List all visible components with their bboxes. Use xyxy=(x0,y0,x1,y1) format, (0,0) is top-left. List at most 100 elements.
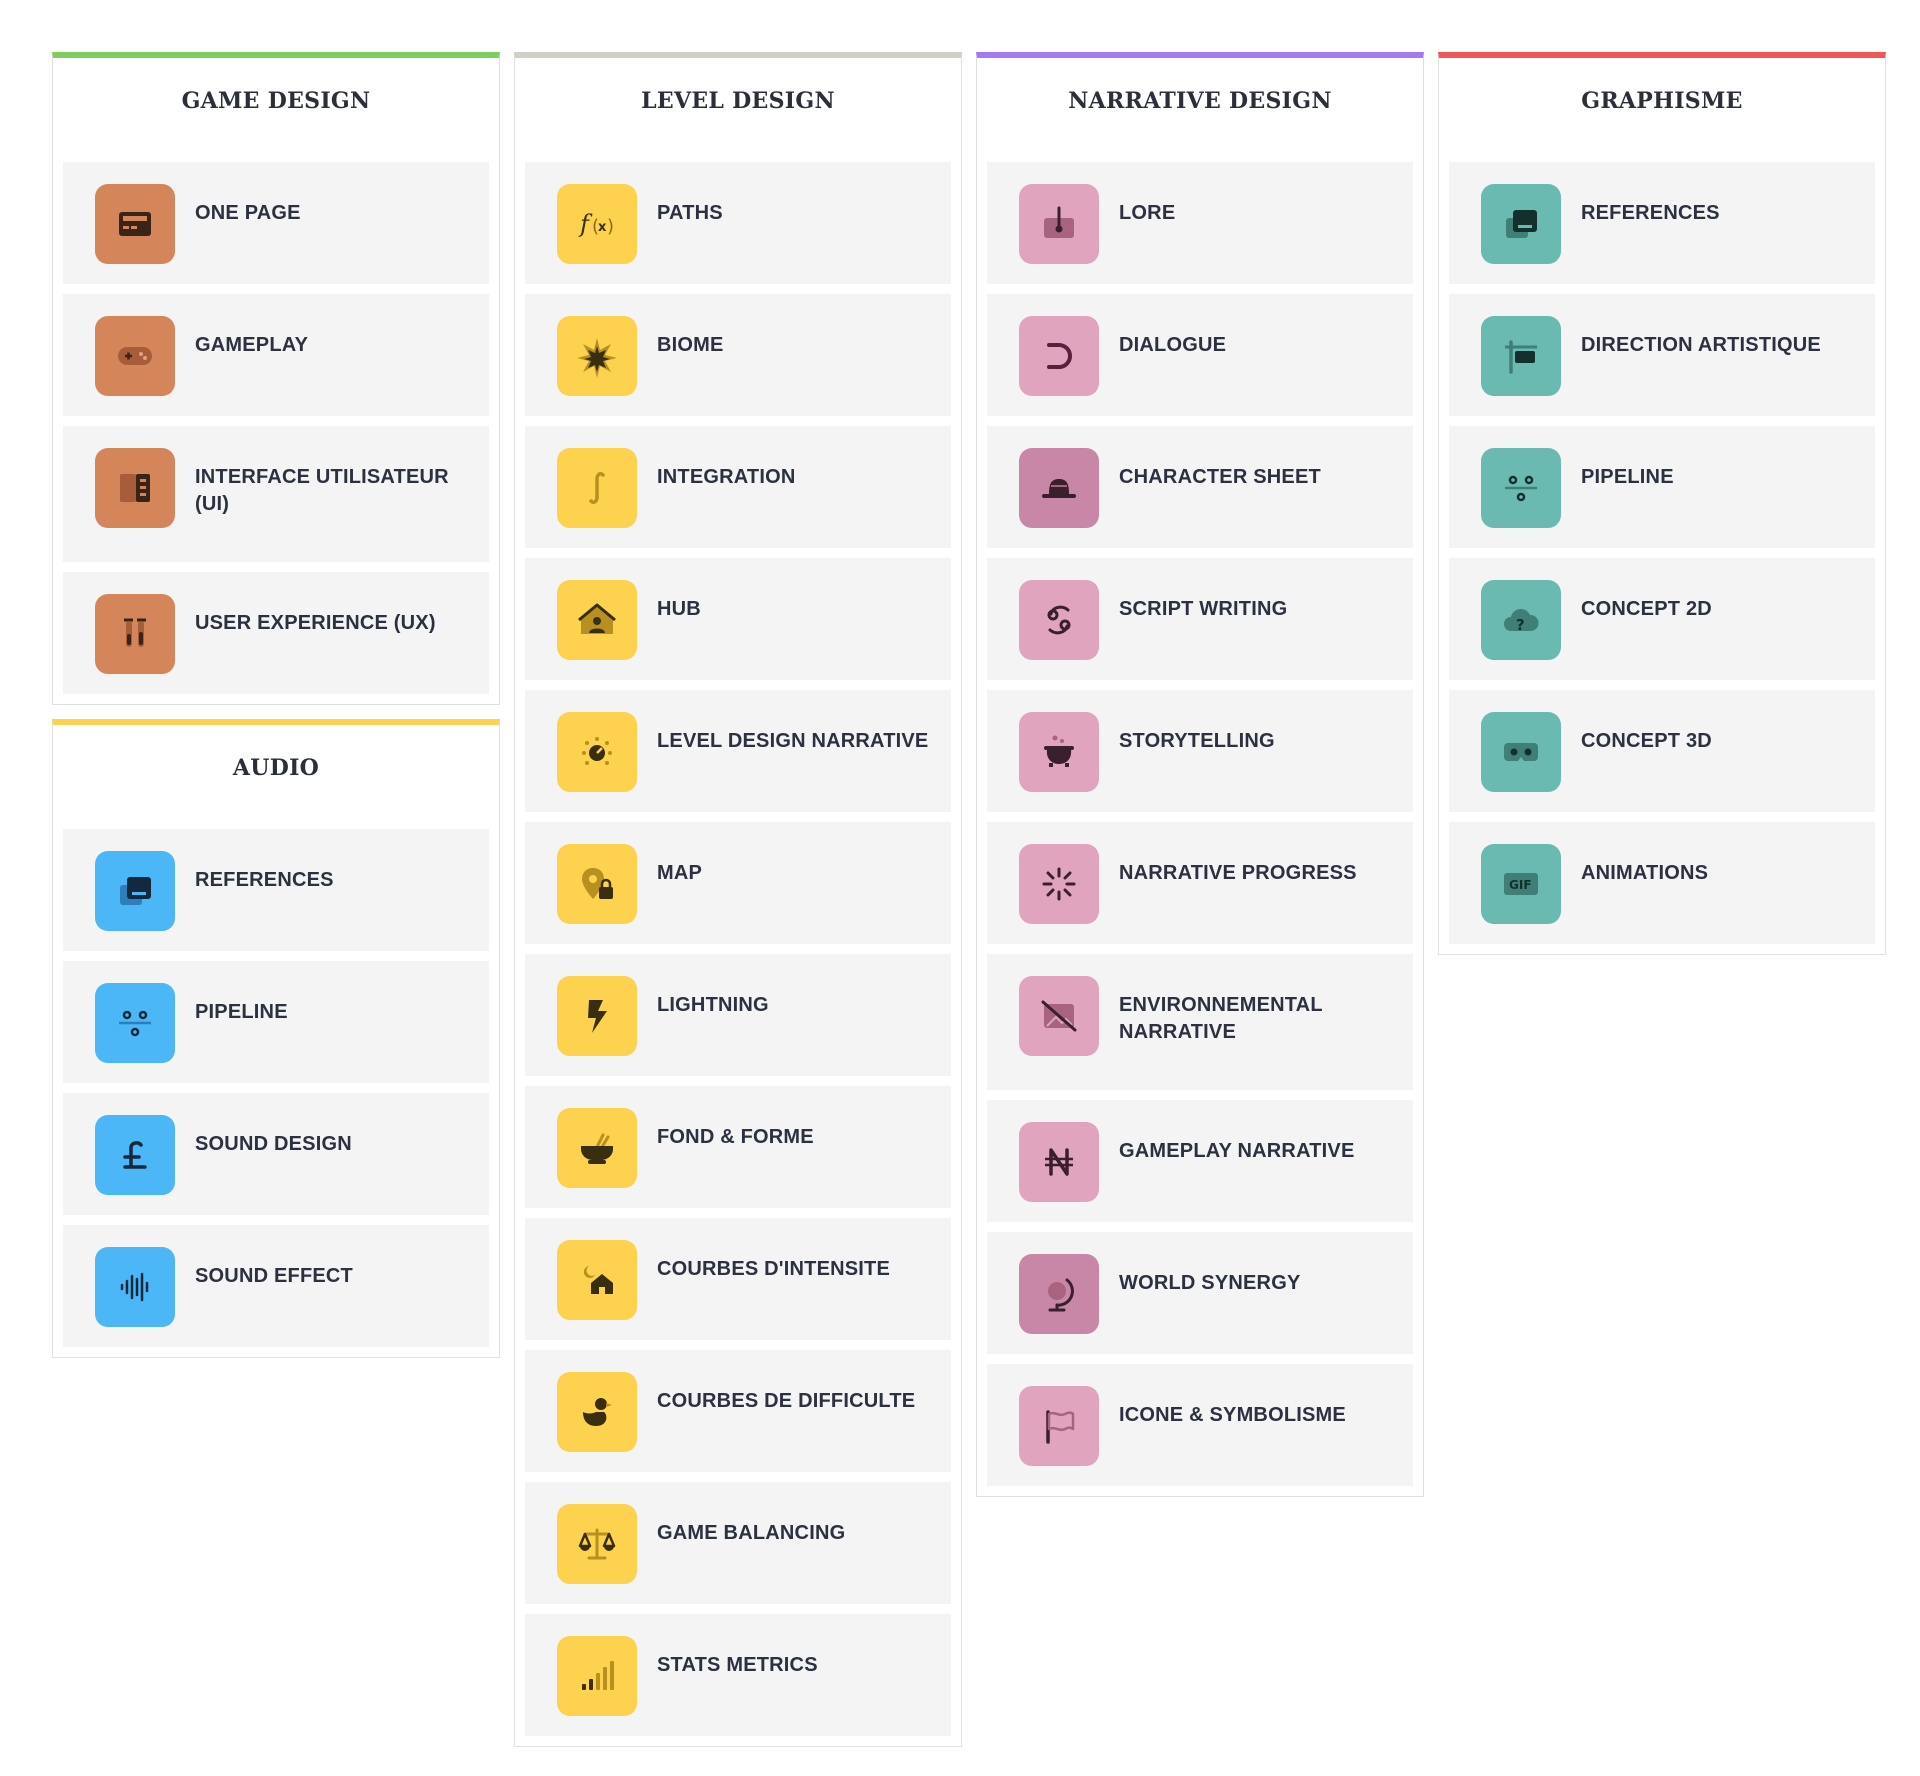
column-2: LEVEL DESIGN f(x) PATHS BIOME INTEGRATIO… xyxy=(514,52,962,1761)
item-label: LEVEL DESIGN NARRATIVE xyxy=(657,730,929,752)
item-label: INTERFACE UTILISATEUR (UI) xyxy=(195,466,449,515)
item-lore[interactable]: LORE xyxy=(987,162,1413,284)
item-level-design-narrative[interactable]: LEVEL DESIGN NARRATIVE xyxy=(525,690,951,812)
pipeline-nodes-icon xyxy=(95,983,175,1063)
item-interface-utilisateur[interactable]: INTERFACE UTILISATEUR (UI) xyxy=(63,426,489,562)
gif-icon: GIF xyxy=(1481,844,1561,924)
item-label: REFERENCES xyxy=(1581,202,1720,224)
pipeline-nodes-icon xyxy=(1481,448,1561,528)
item-hub[interactable]: HUB xyxy=(525,558,951,680)
item-label: PIPELINE xyxy=(195,1001,288,1023)
house-moon-icon xyxy=(557,1240,637,1320)
item-courbes-intensite[interactable]: COURBES D'INTENSITE xyxy=(525,1218,951,1340)
vr-headset-icon xyxy=(1481,712,1561,792)
integral-icon xyxy=(557,448,637,528)
item-one-page[interactable]: ONE PAGE xyxy=(63,162,489,284)
item-label: PIPELINE xyxy=(1581,466,1674,488)
item-concept-2d[interactable]: ? CONCEPT 2D xyxy=(1449,558,1875,680)
item-label: FOND & FORME xyxy=(657,1126,814,1148)
pound-sign-icon xyxy=(95,1115,175,1195)
cauldron-icon xyxy=(1019,712,1099,792)
item-icone-symbolisme[interactable]: ICONE & SYMBOLISME xyxy=(987,1364,1413,1486)
column-3: NARRATIVE DESIGN LORE DIALOGUE CHARACTER… xyxy=(976,52,1424,1511)
burst-icon xyxy=(557,316,637,396)
column-1: GAME DESIGN ONE PAGE GAMEPLAY INTERFACE … xyxy=(52,52,500,1372)
item-lightning[interactable]: LIGHTNING xyxy=(525,954,951,1076)
books-stack-icon xyxy=(1481,184,1561,264)
item-world-synergy[interactable]: WORLD SYNERGY xyxy=(987,1232,1413,1354)
image-off-icon xyxy=(1019,976,1099,1056)
item-label: COURBES DE DIFFICULTE xyxy=(657,1390,916,1412)
card-title: LEVEL DESIGN xyxy=(641,88,835,114)
item-concept-3d[interactable]: CONCEPT 3D xyxy=(1449,690,1875,812)
books-stack-icon xyxy=(95,851,175,931)
svg-text:f: f xyxy=(578,210,593,238)
hat-icon xyxy=(1019,448,1099,528)
item-label: SCRIPT WRITING xyxy=(1119,598,1288,620)
item-label: LORE xyxy=(1119,202,1176,224)
horseshoe-icon xyxy=(1019,316,1099,396)
item-animations[interactable]: GIF ANIMATIONS xyxy=(1449,822,1875,944)
item-label: ICONE & SYMBOLISME xyxy=(1119,1404,1346,1426)
item-label: HUB xyxy=(657,598,701,620)
card-level-design: LEVEL DESIGN f(x) PATHS BIOME INTEGRATIO… xyxy=(514,52,962,1747)
item-label: CONCEPT 3D xyxy=(1581,730,1712,752)
test-tubes-icon xyxy=(95,594,175,674)
item-label: ANIMATIONS xyxy=(1581,862,1709,884)
item-label: GAMEPLAY xyxy=(195,334,309,356)
item-label: REFERENCES xyxy=(195,869,334,891)
item-user-experience[interactable]: USER EXPERIENCE (UX) xyxy=(63,572,489,694)
item-biome[interactable]: BIOME xyxy=(525,294,951,416)
dial-icon xyxy=(557,712,637,792)
card-title: GRAPHISME xyxy=(1581,88,1743,114)
item-integration[interactable]: INTEGRATION xyxy=(525,426,951,548)
item-references[interactable]: REFERENCES xyxy=(63,829,489,951)
card-audio: AUDIO REFERENCES PIPELINE SOUND DESIGN xyxy=(52,719,500,1358)
signal-bars-icon xyxy=(557,1636,637,1716)
item-label: GAMEPLAY NARRATIVE xyxy=(1119,1140,1355,1162)
item-pipeline[interactable]: PIPELINE xyxy=(63,961,489,1083)
map-pin-lock-icon xyxy=(557,844,637,924)
item-game-balancing[interactable]: GAME BALANCING xyxy=(525,1482,951,1604)
item-paths[interactable]: f(x) PATHS xyxy=(525,162,951,284)
item-pipeline[interactable]: PIPELINE xyxy=(1449,426,1875,548)
loader-icon xyxy=(1019,844,1099,924)
item-map[interactable]: MAP xyxy=(525,822,951,944)
item-label: DIRECTION ARTISTIQUE xyxy=(1581,334,1821,356)
item-label: DIALOGUE xyxy=(1119,334,1227,356)
card-graphisme: GRAPHISME REFERENCES DIRECTION ARTISTIQU… xyxy=(1438,52,1886,955)
item-environnemental-narrative[interactable]: ENVIRONNEMENTAL NARRATIVE xyxy=(987,954,1413,1090)
item-dialogue[interactable]: DIALOGUE xyxy=(987,294,1413,416)
item-sound-design[interactable]: SOUND DESIGN xyxy=(63,1093,489,1215)
item-courbes-difficulte[interactable]: COURBES DE DIFFICULTE xyxy=(525,1350,951,1472)
item-label: LIGHTNING xyxy=(657,994,769,1016)
cancer-sign-icon xyxy=(1019,580,1099,660)
item-stats-metrics[interactable]: STATS METRICS xyxy=(525,1614,951,1736)
item-gameplay-narrative[interactable]: GAMEPLAY NARRATIVE xyxy=(987,1100,1413,1222)
item-label: STORYTELLING xyxy=(1119,730,1275,752)
item-storytelling[interactable]: STORYTELLING xyxy=(987,690,1413,812)
item-label: NARRATIVE PROGRESS xyxy=(1119,862,1357,884)
waveform-icon xyxy=(95,1247,175,1327)
item-label: WORLD SYNERGY xyxy=(1119,1272,1301,1294)
item-label: SOUND EFFECT xyxy=(195,1265,353,1287)
item-label: CHARACTER SHEET xyxy=(1119,466,1321,488)
scales-icon xyxy=(557,1504,637,1584)
naira-icon xyxy=(1019,1122,1099,1202)
item-label: COURBES D'INTENSITE xyxy=(657,1258,891,1280)
item-gameplay[interactable]: GAMEPLAY xyxy=(63,294,489,416)
item-fond-forme[interactable]: FOND & FORME xyxy=(525,1086,951,1208)
item-script-writing[interactable]: SCRIPT WRITING xyxy=(987,558,1413,680)
gamepad-icon xyxy=(95,316,175,396)
card-game-design: GAME DESIGN ONE PAGE GAMEPLAY INTERFACE … xyxy=(52,52,500,705)
card-title: AUDIO xyxy=(232,755,320,781)
item-references[interactable]: REFERENCES xyxy=(1449,162,1875,284)
item-direction-artistique[interactable]: DIRECTION ARTISTIQUE xyxy=(1449,294,1875,416)
item-narrative-progress[interactable]: NARRATIVE PROGRESS xyxy=(987,822,1413,944)
lightning-bolt-icon xyxy=(557,976,637,1056)
item-character-sheet[interactable]: CHARACTER SHEET xyxy=(987,426,1413,548)
svg-text:): ) xyxy=(607,216,614,237)
svg-text:GIF: GIF xyxy=(1509,878,1532,892)
item-sound-effect[interactable]: SOUND EFFECT xyxy=(63,1225,489,1347)
